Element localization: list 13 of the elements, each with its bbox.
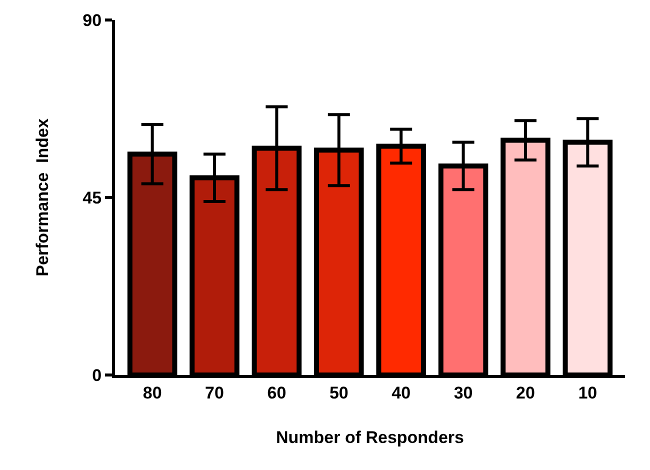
x-tick-label: 40 — [392, 383, 411, 402]
x-tick-label: 20 — [516, 383, 535, 402]
y-tick-label: 90 — [82, 10, 102, 30]
x-tick-label: 80 — [142, 383, 162, 402]
y-axis-title: Performance Index — [33, 118, 52, 276]
x-tick-label: 10 — [578, 383, 598, 402]
x-tick-label: 60 — [267, 383, 286, 402]
x-tick-label: 70 — [205, 383, 224, 402]
x-tick-label: 50 — [329, 383, 348, 402]
y-tick-label: 0 — [92, 366, 102, 385]
y-tick-label: 45 — [82, 188, 102, 208]
x-tick-label: 30 — [454, 383, 473, 402]
x-axis-title: Number of Responders — [276, 428, 464, 447]
